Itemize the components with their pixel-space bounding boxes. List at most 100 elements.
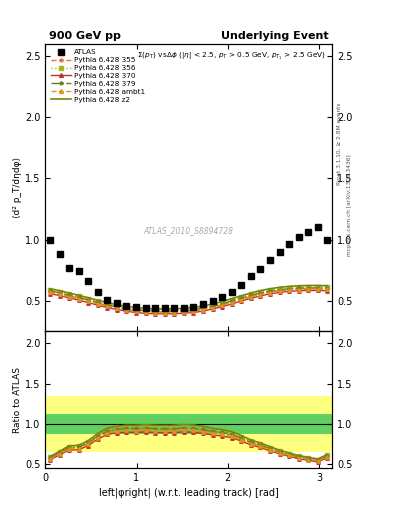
- Pythia 6.428 370: [248, 295, 253, 302]
- Pythia 6.428 355: [277, 287, 282, 293]
- Pythia 6.428 356: [105, 301, 110, 307]
- Pythia 6.428 356: [210, 302, 215, 308]
- Pythia 6.428 356: [95, 298, 100, 304]
- Pythia 6.428 370: [134, 309, 138, 315]
- Pythia 6.428 379: [114, 304, 119, 310]
- ATLAS: [296, 234, 301, 240]
- Pythia 6.428 379: [268, 288, 272, 294]
- Pythia 6.428 ambt1: [286, 287, 291, 293]
- Pythia 6.428 ambt1: [76, 296, 81, 302]
- Pythia 6.428 356: [277, 286, 282, 292]
- ATLAS: [268, 257, 272, 263]
- Pythia 6.428 z2: [220, 298, 224, 305]
- Pythia 6.428 355: [191, 308, 196, 314]
- ATLAS: [248, 273, 253, 280]
- Pythia 6.428 355: [239, 296, 244, 302]
- ATLAS: [48, 237, 52, 243]
- Y-axis label: ⟨d² p_T/dηdφ⟩: ⟨d² p_T/dηdφ⟩: [13, 157, 22, 218]
- Pythia 6.428 z2: [172, 306, 177, 312]
- Pythia 6.428 379: [325, 285, 330, 291]
- Pythia 6.428 356: [86, 295, 90, 302]
- ATLAS: [172, 305, 177, 311]
- ATLAS: [95, 289, 100, 295]
- ATLAS: [239, 282, 244, 288]
- Pythia 6.428 356: [258, 289, 263, 295]
- Pythia 6.428 355: [67, 293, 72, 299]
- Pythia 6.428 ambt1: [105, 303, 110, 309]
- Pythia 6.428 356: [182, 306, 186, 312]
- Pythia 6.428 355: [134, 308, 138, 314]
- Pythia 6.428 379: [229, 298, 234, 304]
- Pythia 6.428 356: [153, 307, 158, 313]
- Pythia 6.428 355: [48, 288, 52, 294]
- Pythia 6.428 ambt1: [48, 289, 52, 295]
- Pythia 6.428 355: [86, 297, 90, 304]
- Pythia 6.428 ambt1: [210, 305, 215, 311]
- Pythia 6.428 355: [172, 309, 177, 315]
- Pythia 6.428 ambt1: [153, 309, 158, 315]
- Pythia 6.428 z2: [210, 301, 215, 307]
- Pythia 6.428 ambt1: [296, 286, 301, 292]
- Pythia 6.428 356: [143, 307, 148, 313]
- Pythia 6.428 370: [296, 288, 301, 294]
- Pythia 6.428 356: [76, 293, 81, 300]
- Pythia 6.428 355: [124, 306, 129, 312]
- Legend: ATLAS, Pythia 6.428 355, Pythia 6.428 356, Pythia 6.428 370, Pythia 6.428 379, P: ATLAS, Pythia 6.428 355, Pythia 6.428 35…: [49, 47, 147, 104]
- Pythia 6.428 370: [239, 298, 244, 304]
- Pythia 6.428 356: [316, 284, 320, 290]
- Pythia 6.428 ambt1: [248, 294, 253, 300]
- Line: Pythia 6.428 370: Pythia 6.428 370: [48, 289, 329, 315]
- Pythia 6.428 370: [48, 291, 52, 297]
- Pythia 6.428 379: [220, 301, 224, 307]
- Pythia 6.428 356: [134, 306, 138, 312]
- Pythia 6.428 z2: [248, 290, 253, 296]
- Pythia 6.428 ambt1: [239, 296, 244, 303]
- Pythia 6.428 ambt1: [306, 286, 310, 292]
- Pythia 6.428 355: [306, 286, 310, 292]
- Pythia 6.428 ambt1: [277, 288, 282, 294]
- Pythia 6.428 370: [210, 306, 215, 312]
- Pythia 6.428 z2: [296, 283, 301, 289]
- Pythia 6.428 379: [48, 288, 52, 294]
- Pythia 6.428 356: [191, 306, 196, 312]
- Pythia 6.428 370: [57, 292, 62, 298]
- Pythia 6.428 ambt1: [201, 307, 206, 313]
- ATLAS: [153, 305, 158, 311]
- Pythia 6.428 355: [162, 309, 167, 315]
- Pythia 6.428 370: [325, 288, 330, 294]
- Pythia 6.428 356: [306, 284, 310, 290]
- Text: ATLAS_2010_S8894728: ATLAS_2010_S8894728: [143, 226, 234, 235]
- Line: Pythia 6.428 355: Pythia 6.428 355: [48, 287, 329, 314]
- Pythia 6.428 370: [191, 309, 196, 315]
- Pythia 6.428 356: [57, 288, 62, 294]
- ATLAS: [201, 302, 206, 308]
- Pythia 6.428 370: [162, 311, 167, 317]
- Line: Pythia 6.428 ambt1: Pythia 6.428 ambt1: [48, 287, 329, 314]
- Pythia 6.428 z2: [325, 283, 330, 289]
- Pythia 6.428 356: [229, 297, 234, 303]
- ATLAS: [182, 305, 186, 311]
- Pythia 6.428 370: [76, 297, 81, 303]
- Pythia 6.428 379: [201, 305, 206, 311]
- Pythia 6.428 379: [124, 306, 129, 312]
- Pythia 6.428 370: [114, 307, 119, 313]
- Pythia 6.428 356: [114, 303, 119, 309]
- Pythia 6.428 ambt1: [258, 291, 263, 297]
- Pythia 6.428 355: [153, 309, 158, 315]
- Pythia 6.428 355: [57, 290, 62, 296]
- Pythia 6.428 z2: [316, 283, 320, 289]
- Pythia 6.428 z2: [201, 303, 206, 309]
- Pythia 6.428 379: [286, 286, 291, 292]
- Pythia 6.428 ambt1: [134, 308, 138, 314]
- Pythia 6.428 370: [153, 311, 158, 317]
- Pythia 6.428 379: [134, 307, 138, 313]
- ATLAS: [124, 303, 129, 309]
- Pythia 6.428 355: [248, 293, 253, 300]
- Pythia 6.428 ambt1: [124, 307, 129, 313]
- Pythia 6.428 ambt1: [114, 305, 119, 311]
- Pythia 6.428 370: [143, 310, 148, 316]
- ATLAS: [114, 300, 119, 306]
- Pythia 6.428 370: [306, 287, 310, 293]
- Pythia 6.428 379: [76, 294, 81, 301]
- Pythia 6.428 355: [268, 289, 272, 295]
